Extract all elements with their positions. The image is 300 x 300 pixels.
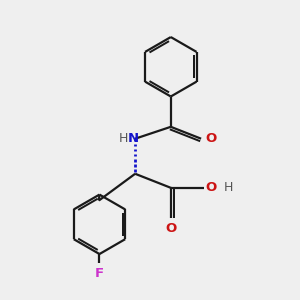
Text: H: H (224, 181, 233, 194)
Text: O: O (206, 132, 217, 145)
Text: N: N (128, 132, 139, 145)
Text: O: O (166, 222, 177, 235)
Text: H: H (119, 132, 128, 145)
Text: F: F (95, 267, 104, 280)
Text: O: O (206, 181, 217, 194)
